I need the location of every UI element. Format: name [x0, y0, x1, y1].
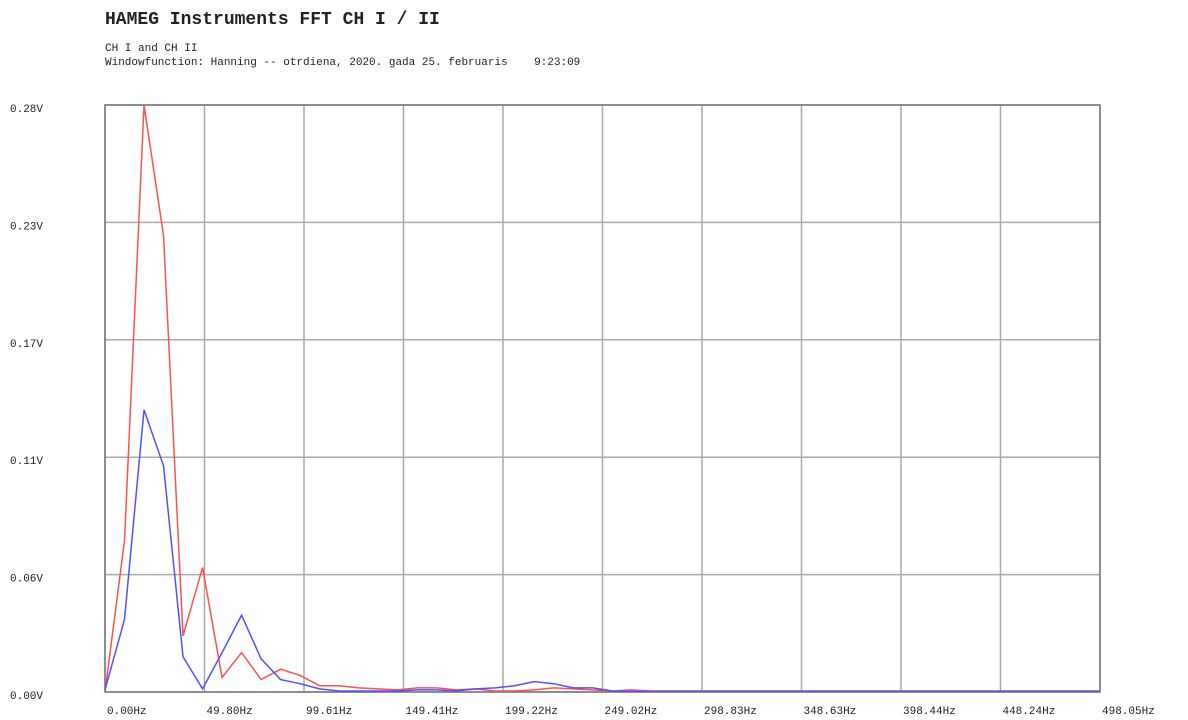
x-tick-label: 49.80Hz	[206, 706, 252, 718]
x-tick-label: 149.41Hz	[405, 706, 458, 718]
x-tick-label: 0.00Hz	[107, 706, 147, 718]
x-tick-label: 199.22Hz	[505, 706, 558, 718]
x-tick-label: 249.02Hz	[604, 706, 657, 718]
subtitle: Windowfunction: Hanning -- otrdiena, 202…	[105, 57, 580, 69]
x-tick-label: 348.63Hz	[803, 706, 856, 718]
x-tick-label: 99.61Hz	[306, 706, 352, 718]
subtitle: CH I and CH II	[105, 43, 197, 55]
y-tick-label: 0.17V	[10, 339, 43, 351]
y-tick-label: 0.06V	[10, 574, 43, 586]
y-tick-label: 0.23V	[10, 221, 43, 233]
plot-border	[104, 104, 1101, 693]
x-tick-label: 398.44Hz	[903, 706, 956, 718]
x-tick-label: 448.24Hz	[1002, 706, 1055, 718]
x-tick-label: 498.05Hz	[1102, 706, 1155, 718]
series-line	[104, 409, 1100, 693]
chart-title: HAMEG Instruments FFT CH I / II	[105, 10, 440, 30]
y-tick-label: 0.00V	[10, 691, 43, 703]
y-tick-label: 0.11V	[10, 456, 43, 468]
y-tick-label: 0.28V	[10, 104, 43, 116]
x-tick-label: 298.83Hz	[704, 706, 757, 718]
